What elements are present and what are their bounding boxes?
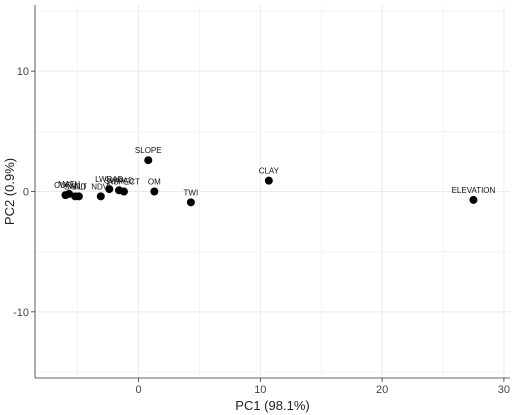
data-point [264, 176, 273, 185]
point-label: ELEVATION [452, 186, 496, 195]
point-label: SAND [64, 182, 86, 191]
point-label: MATH [58, 180, 80, 189]
data-point [150, 187, 159, 196]
point-label: SLOPE [135, 146, 162, 155]
data-point [74, 192, 83, 201]
point-label: TWI [184, 188, 199, 197]
y-tick-label: -10 [13, 307, 29, 319]
point-label: NDVI [91, 182, 110, 191]
x-tick-label: 20 [376, 384, 388, 396]
data-point [186, 198, 195, 207]
data-point [96, 192, 105, 201]
point-label: ASPECT [108, 178, 140, 187]
data-point [105, 185, 114, 194]
y-tick-label: 10 [17, 66, 29, 78]
data-point [65, 189, 74, 198]
data-point [144, 156, 153, 165]
x-tick-label: 10 [254, 384, 266, 396]
x-tick-label: 0 [135, 384, 141, 396]
x-axis-title: PC1 (98.1%) [235, 398, 309, 413]
tick-labels: 0 10 20 30 -10 0 10 [13, 66, 510, 396]
y-axis-title: PC2 (0.9%) [2, 158, 17, 225]
grid-lines [35, 5, 510, 378]
point-label: LWRAD [95, 175, 124, 184]
data-points [61, 156, 478, 207]
y-tick-label: 0 [23, 187, 29, 199]
data-point [119, 187, 128, 196]
x-tick-label: 30 [498, 384, 510, 396]
point-label: SWRAD [104, 176, 134, 185]
point-label: SILT [71, 182, 87, 191]
point-label: CURV [54, 181, 77, 190]
point-label: OM [148, 178, 161, 187]
data-point [469, 195, 478, 204]
point-label: CLAY [259, 167, 280, 176]
